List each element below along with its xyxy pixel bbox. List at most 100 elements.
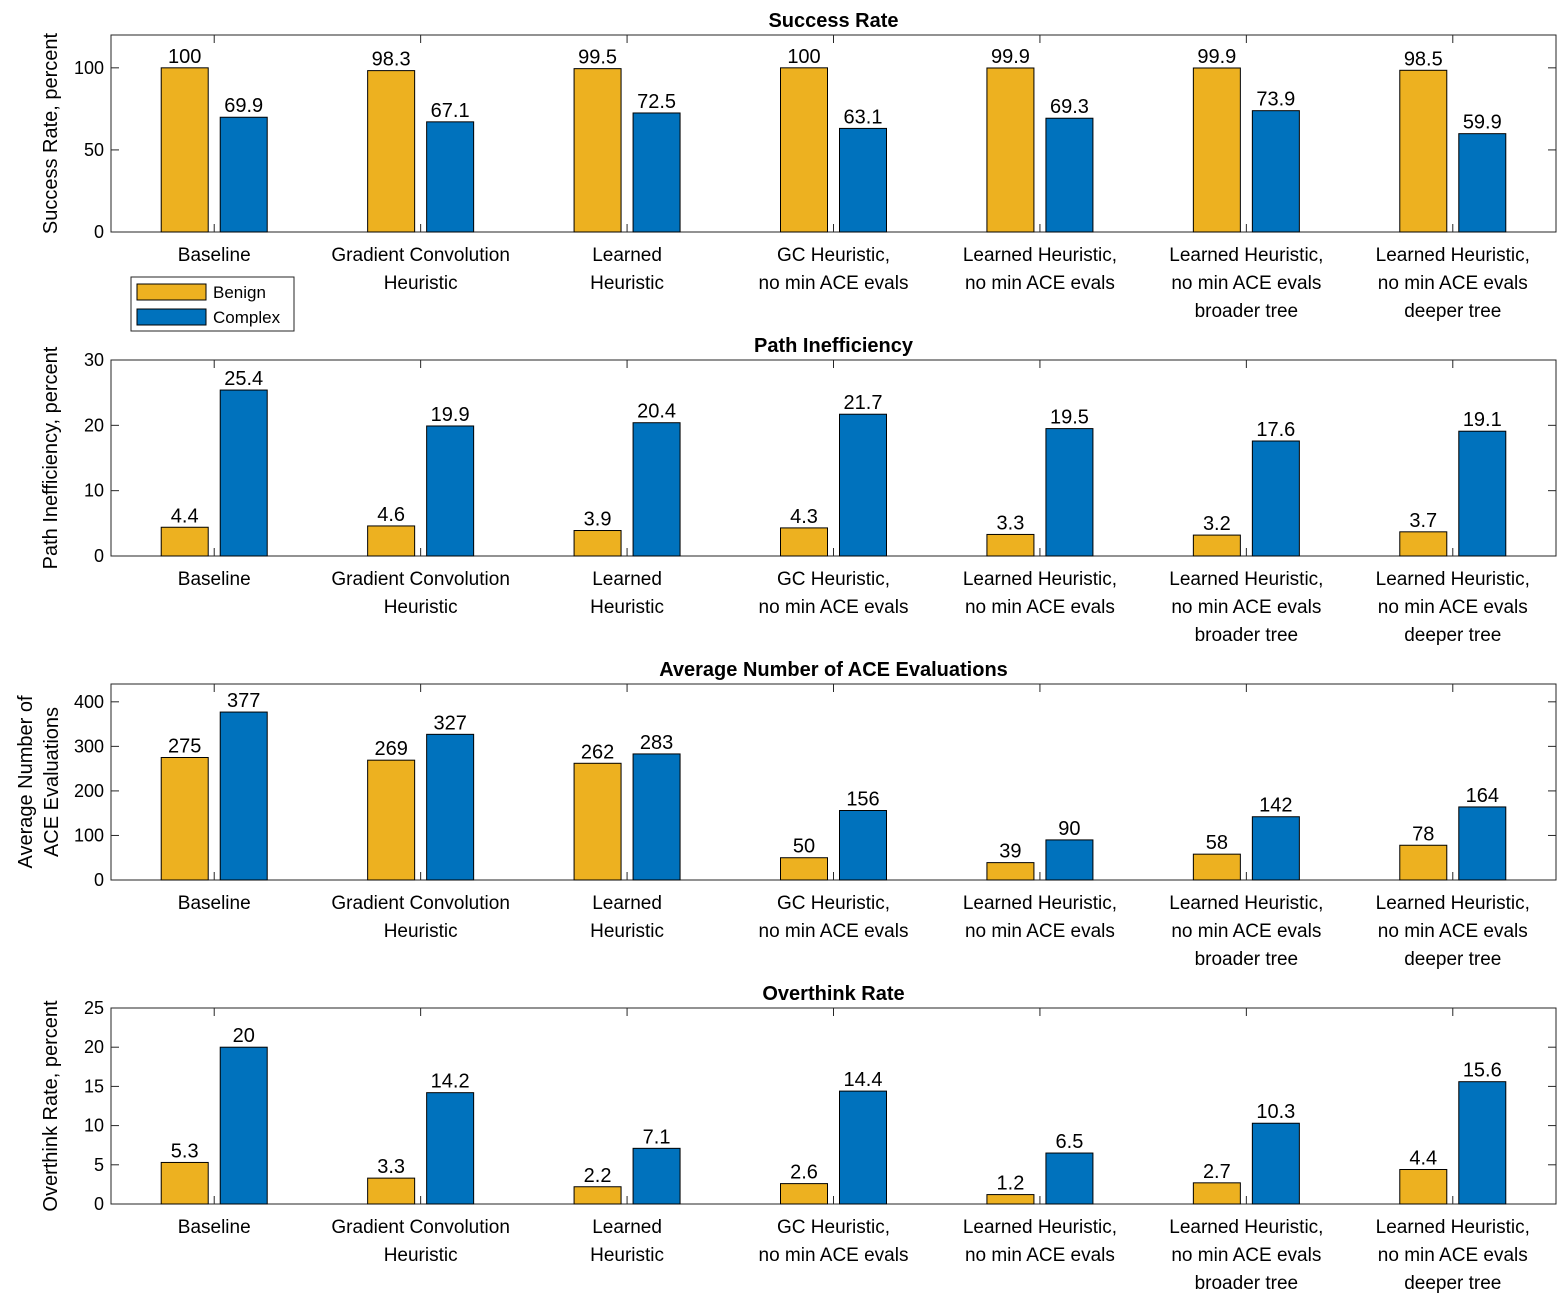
plot-frame — [110, 34, 1557, 233]
benign-data-label: 262 — [581, 741, 614, 763]
x-tick-label: Gradient Convolution — [331, 1217, 510, 1238]
benign-data-label: 4.4 — [1409, 1148, 1437, 1170]
complex-bar — [839, 810, 887, 881]
x-tick-label: no min ACE evals — [759, 273, 909, 294]
complex-bar — [1045, 117, 1094, 233]
benign-bar — [160, 67, 209, 233]
complex-data-label: 377 — [227, 690, 260, 712]
benign-data-label: 39 — [999, 841, 1021, 863]
benign-data-label: 99.5 — [578, 47, 617, 69]
panel-1: Success Rate 0 50 100 Success Rate, percent 1… — [40, 10, 1557, 322]
benign-data-label: 269 — [374, 738, 407, 760]
x-tick-label: deeper tree — [1404, 949, 1501, 970]
complex-bar — [1458, 430, 1507, 557]
complex-bar — [632, 753, 681, 881]
complex-data-label: 14.4 — [844, 1069, 883, 1091]
legend-swatch-benign — [136, 283, 207, 301]
benign-data-label: 99.9 — [1197, 46, 1236, 68]
complex-bar — [426, 121, 475, 233]
x-tick-label: deeper tree — [1404, 625, 1501, 646]
complex-bar — [426, 1092, 475, 1205]
complex-data-label: 69.9 — [224, 95, 263, 117]
x-tick-label: Heuristic — [384, 1245, 458, 1266]
y-axis-label: Overthink Rate, percent — [40, 1000, 62, 1212]
benign-data-label: 3.3 — [377, 1156, 405, 1178]
chart-title: Path Inefficiency — [754, 335, 914, 357]
complex-data-label: 90 — [1058, 818, 1080, 840]
complex-data-label: 20 — [233, 1025, 255, 1047]
complex-data-label: 6.5 — [1056, 1131, 1084, 1153]
benign-data-label: 4.3 — [790, 506, 818, 528]
panel-4: Overthink Rate 0 5 10 15 20 25 Overthink Rate, … — [40, 983, 1557, 1294]
legend-label-benign: Benign — [213, 283, 266, 302]
benign-bar — [780, 67, 828, 233]
benign-bar — [160, 1161, 209, 1205]
x-tick-label: Learned Heuristic, — [1169, 245, 1323, 266]
chart-title: Average Number of ACE Evaluations — [659, 659, 1008, 681]
y-axis-label: ACE Evaluations — [41, 707, 63, 857]
complex-data-label: 7.1 — [643, 1126, 671, 1148]
x-tick-label: Learned Heuristic, — [1376, 245, 1530, 266]
x-tick-label: no min ACE evals — [1378, 597, 1528, 618]
x-tick-label: Heuristic — [590, 1245, 664, 1266]
benign-data-label: 5.3 — [171, 1140, 199, 1162]
benign-bar — [1192, 853, 1241, 881]
x-tick-label: Learned Heuristic, — [963, 1217, 1117, 1238]
benign-bar — [1399, 69, 1448, 233]
complex-data-label: 59.9 — [1463, 112, 1502, 134]
complex-bar — [632, 112, 681, 233]
complex-data-label: 142 — [1259, 795, 1292, 817]
complex-bar — [1251, 816, 1300, 881]
complex-data-label: 14.2 — [431, 1071, 470, 1093]
legend-label-complex: Complex — [213, 308, 281, 327]
benign-data-label: 98.5 — [1404, 48, 1443, 70]
y-tick-label: 5 — [94, 1155, 104, 1175]
x-tick-label: deeper tree — [1404, 1273, 1501, 1294]
y-tick-label: 0 — [94, 546, 104, 566]
complex-bar — [219, 116, 268, 233]
plot-frame — [110, 359, 1557, 557]
complex-bar — [632, 1147, 681, 1205]
complex-data-label: 20.4 — [637, 401, 676, 423]
complex-data-label: 283 — [640, 732, 673, 754]
x-tick-label: Learned — [592, 1217, 662, 1238]
legend-swatch-complex — [136, 308, 207, 326]
complex-bar — [1251, 1122, 1300, 1205]
complex-data-label: 25.4 — [224, 368, 263, 390]
x-tick-label: no min ACE evals — [965, 1245, 1115, 1266]
benign-bar — [160, 757, 209, 881]
benign-data-label: 3.7 — [1409, 510, 1437, 532]
benign-data-label: 98.3 — [372, 49, 411, 71]
legend: Benign Complex — [130, 276, 295, 332]
x-tick-label: no min ACE evals — [1171, 273, 1321, 294]
y-tick-label: 100 — [74, 825, 104, 845]
x-tick-label: broader tree — [1195, 949, 1299, 970]
benign-data-label: 4.6 — [377, 504, 405, 526]
complex-bar — [1251, 440, 1300, 557]
x-tick-label: no min ACE evals — [1171, 1245, 1321, 1266]
y-tick-label: 200 — [74, 781, 104, 801]
x-tick-label: no min ACE evals — [1378, 921, 1528, 942]
x-tick-label: Gradient Convolution — [331, 245, 510, 266]
y-axis-label: Average Number of — [15, 695, 37, 869]
benign-bar — [780, 527, 828, 557]
x-tick-label: Gradient Convolution — [331, 569, 510, 590]
benign-bar — [780, 857, 828, 881]
x-tick-label: no min ACE evals — [965, 597, 1115, 618]
complex-data-label: 19.1 — [1463, 409, 1502, 431]
x-tick-label: GC Heuristic, — [777, 245, 890, 266]
complex-data-label: 10.3 — [1256, 1101, 1295, 1123]
benign-bar — [780, 1183, 828, 1205]
y-tick-label: 50 — [84, 140, 104, 160]
benign-data-label: 100 — [787, 46, 820, 68]
complex-data-label: 15.6 — [1463, 1060, 1502, 1082]
benign-data-label: 2.7 — [1203, 1161, 1231, 1183]
benign-bar — [160, 526, 209, 557]
benign-bar — [1192, 1182, 1241, 1205]
x-tick-label: Gradient Convolution — [331, 893, 510, 914]
x-tick-label: Heuristic — [590, 273, 664, 294]
y-tick-label: 300 — [74, 736, 104, 756]
complex-bar — [1045, 1152, 1094, 1205]
x-tick-label: no min ACE evals — [1171, 597, 1321, 618]
complex-data-label: 72.5 — [637, 91, 676, 113]
